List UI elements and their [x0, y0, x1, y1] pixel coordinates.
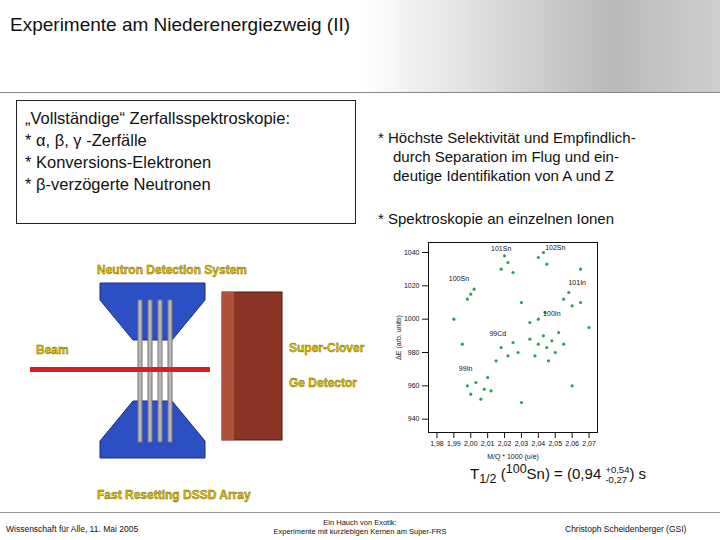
svg-text:980: 980: [408, 349, 420, 356]
svg-text:2,02: 2,02: [498, 440, 512, 447]
svg-text:2,07: 2,07: [582, 440, 596, 447]
html-text:Ein Hauch von Exotik:: Ein Hauch von Exotik:: [323, 518, 397, 527]
html-text:* β-verzögerte Neutronen: * β-verzögerte Neutronen: [25, 175, 211, 193]
svg-text:2,04: 2,04: [532, 440, 546, 447]
html-text:Wissenschaft für Alle, 11. Mai: Wissenschaft für Alle, 11. Mai 2005: [6, 524, 139, 534]
svg-text:Ge Detector: Ge Detector: [289, 376, 357, 390]
svg-text:99In: 99In: [459, 365, 473, 372]
html-text:durch Separation im Flug und e: durch Separation im Flug und ein-: [393, 148, 619, 165]
svg-text:2,00: 2,00: [464, 440, 478, 447]
html-text:Experimente am Niederenergiezw: Experimente am Niederenergiezweig (II): [10, 14, 350, 35]
svg-text:99Cd: 99Cd: [489, 330, 506, 337]
svg-text:1020: 1020: [404, 282, 420, 289]
svg-text:101In: 101In: [568, 279, 586, 286]
svg-text:Super-Clover: Super-Clover: [289, 341, 365, 355]
svg-text:2,03: 2,03: [515, 440, 529, 447]
html-text:* Spektroskopie an einzelnen I: * Spektroskopie an einzelnen Ionen: [378, 210, 614, 227]
html-text:* Konversions-Elektronen: * Konversions-Elektronen: [25, 153, 212, 171]
html-text:deutige Identifikation von A u: deutige Identifikation von A und Z: [393, 167, 614, 184]
html-text:T1/2(100Sn) = (0,94+0,54: T1/2(100Sn) = (0,94+0,54: [470, 462, 630, 486]
svg-text:100In: 100In: [543, 310, 561, 317]
html-text:Christoph Scheidenberger (GSI): Christoph Scheidenberger (GSI): [565, 524, 687, 534]
svg-text:2,01: 2,01: [481, 440, 495, 447]
svg-text:2,06: 2,06: [565, 440, 579, 447]
html-text:-0,27) s: -0,27) s: [605, 465, 647, 485]
svg-text:Neutron Detection System: Neutron Detection System: [97, 263, 247, 277]
svg-text:102Sn: 102Sn: [545, 244, 565, 251]
svg-text:2,05: 2,05: [548, 440, 562, 447]
svg-text:100Sn: 100Sn: [449, 275, 469, 282]
svg-text:Beam: Beam: [36, 343, 69, 357]
svg-text:101Sn: 101Sn: [491, 245, 511, 252]
svg-text:1,98: 1,98: [430, 440, 444, 447]
svg-text:960: 960: [408, 382, 420, 389]
html-text:Experimente mit kurzlebigen Ke: Experimente mit kurzlebigen Kernen am Su…: [273, 527, 447, 536]
svg-text:ΔE (arb. units): ΔE (arb. units): [395, 315, 403, 360]
html-text:* Höchste Selektivität und Emp: * Höchste Selektivität und Empfindlich-: [378, 129, 636, 146]
svg-text:1040: 1040: [404, 249, 420, 256]
html-text:* α, β, γ -Zerfälle: * α, β, γ -Zerfälle: [25, 131, 147, 149]
svg-text:1,99: 1,99: [447, 440, 461, 447]
html-text:„Vollständige“ Zerfallsspektro: „Vollständige“ Zerfallsspektroskopie:: [25, 109, 290, 127]
svg-text:M/Q * 1000 (u/e): M/Q * 1000 (u/e): [487, 453, 539, 461]
svg-text:Fast Resetting DSSD Array: Fast Resetting DSSD Array: [97, 488, 251, 502]
svg-text:1000: 1000: [404, 315, 420, 322]
svg-text:940: 940: [408, 415, 420, 422]
